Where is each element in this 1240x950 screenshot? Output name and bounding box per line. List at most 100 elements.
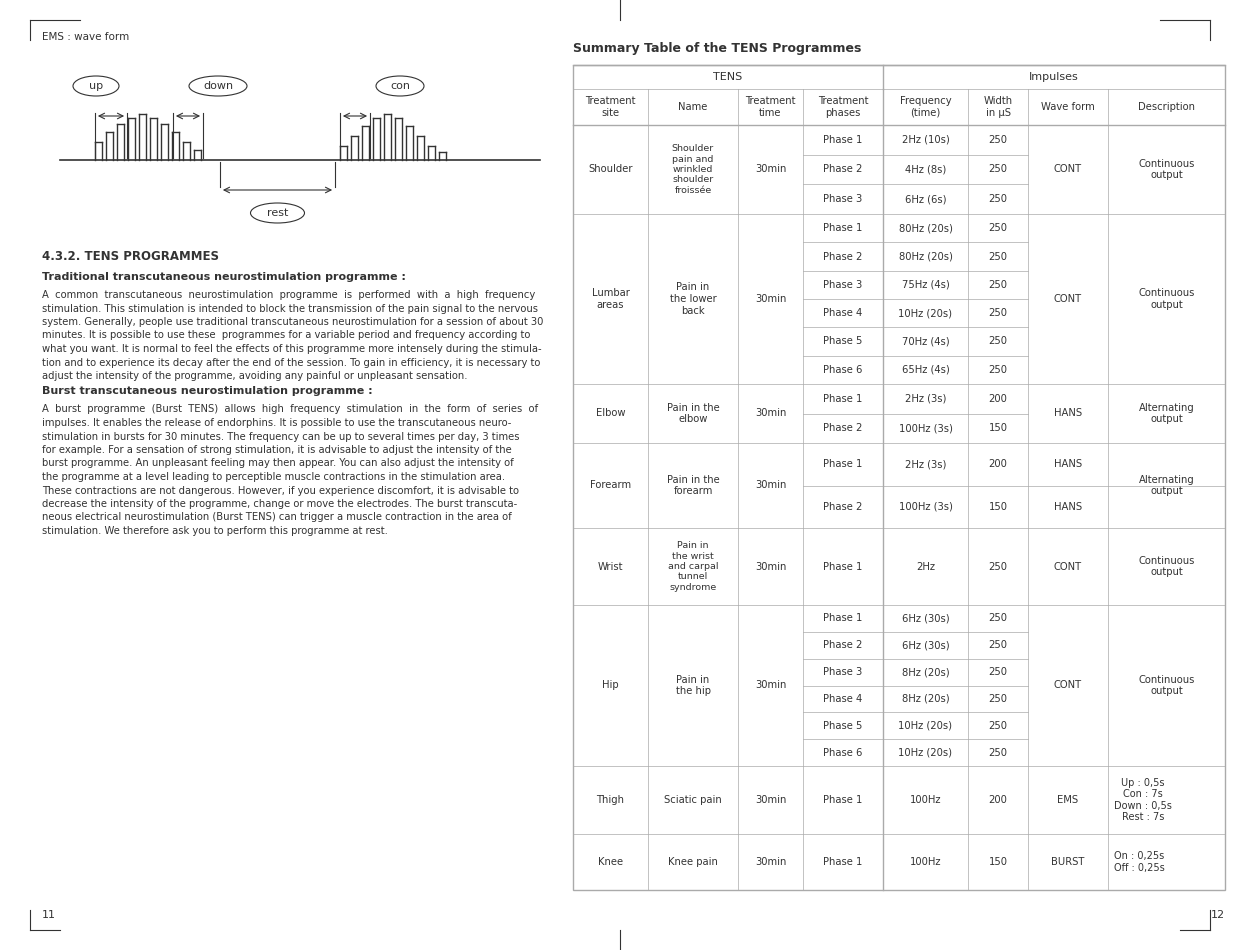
Text: adjust the intensity of the programme, avoiding any painful or unpleasant sensat: adjust the intensity of the programme, a… [42,371,467,381]
Text: 10Hz (20s): 10Hz (20s) [899,721,952,731]
Text: HANS: HANS [1054,502,1083,512]
Text: Phase 1: Phase 1 [823,393,863,404]
Text: 30min: 30min [755,680,786,691]
Text: 30min: 30min [755,481,786,490]
Text: Shoulder
pain and
wrinkled
shoulder
froissée: Shoulder pain and wrinkled shoulder froi… [672,144,714,195]
Text: 100Hz (3s): 100Hz (3s) [899,502,952,512]
Text: Treatment
time: Treatment time [745,96,796,118]
Text: Phase 3: Phase 3 [823,194,863,204]
Text: 8Hz (20s): 8Hz (20s) [901,667,950,677]
Text: 10Hz (20s): 10Hz (20s) [899,748,952,757]
Text: 150: 150 [988,502,1007,512]
Text: Pain in the
elbow: Pain in the elbow [667,403,719,425]
Text: CONT: CONT [1054,680,1083,691]
Bar [573,65,1225,890]
Text: stimulation in bursts for 30 minutes. The frequency can be up to several times p: stimulation in bursts for 30 minutes. Th… [42,431,520,442]
Text: HANS: HANS [1054,408,1083,419]
Text: up: up [89,81,103,91]
Text: 250: 250 [988,308,1007,318]
Text: 250: 250 [988,694,1007,704]
Text: Phase 1: Phase 1 [823,135,863,144]
Text: 150: 150 [988,857,1007,867]
Text: 6Hz (30s): 6Hz (30s) [901,640,950,650]
Text: 250: 250 [988,135,1007,144]
Text: 10Hz (20s): 10Hz (20s) [899,308,952,318]
Text: Phase 6: Phase 6 [823,365,863,375]
Text: 200: 200 [988,795,1007,805]
Text: Phase 1: Phase 1 [823,795,863,805]
Text: Lumbar
areas: Lumbar areas [591,288,630,310]
Text: Phase 1: Phase 1 [823,857,863,867]
Text: what you want. It is normal to feel the effects of this programme more intensely: what you want. It is normal to feel the … [42,344,542,354]
Text: Continuous
output: Continuous output [1138,288,1194,310]
Text: burst programme. An unpleasant feeling may then appear. You can also adjust the : burst programme. An unpleasant feeling m… [42,459,513,468]
Text: 250: 250 [988,280,1007,290]
Text: Phase 1: Phase 1 [823,223,863,233]
Text: Phase 3: Phase 3 [823,280,863,290]
Text: 250: 250 [988,336,1007,347]
Text: Wrist: Wrist [598,561,624,572]
Text: Phase 2: Phase 2 [823,640,863,650]
Text: 70Hz (4s): 70Hz (4s) [901,336,950,347]
Text: BURST: BURST [1052,857,1085,867]
Text: Name: Name [678,102,708,112]
Text: impulses. It enables the release of endorphins. It is possible to use the transc: impulses. It enables the release of endo… [42,418,511,428]
Text: for example. For a sensation of strong stimulation, it is advisable to adjust th: for example. For a sensation of strong s… [42,445,512,455]
Text: 250: 250 [988,164,1007,175]
Text: CONT: CONT [1054,164,1083,175]
Text: Thigh: Thigh [596,795,625,805]
Text: Phase 4: Phase 4 [823,694,863,704]
Text: 200: 200 [988,459,1007,469]
Text: Phase 2: Phase 2 [823,502,863,512]
Text: Elbow: Elbow [595,408,625,419]
Text: system. Generally, people use traditional transcutaneous neurostimulation for a : system. Generally, people use traditiona… [42,317,543,327]
Text: Pain in
the hip: Pain in the hip [676,674,711,696]
Text: 250: 250 [988,365,1007,375]
Text: Shoulder: Shoulder [588,164,632,175]
Text: Summary Table of the TENS Programmes: Summary Table of the TENS Programmes [573,42,862,55]
Text: Continuous
output: Continuous output [1138,159,1194,180]
Text: Wave form: Wave form [1042,102,1095,112]
Text: 30min: 30min [755,795,786,805]
Text: Phase 5: Phase 5 [823,336,863,347]
Text: 8Hz (20s): 8Hz (20s) [901,694,950,704]
Text: Up : 0,5s
Con : 7s
Down : 0,5s
Rest : 7s: Up : 0,5s Con : 7s Down : 0,5s Rest : 7s [1114,778,1172,823]
Text: 6Hz (6s): 6Hz (6s) [905,194,946,204]
Text: Frequency
(time): Frequency (time) [900,96,951,118]
Text: 4.3.2. TENS PROGRAMMES: 4.3.2. TENS PROGRAMMES [42,250,219,263]
Text: 150: 150 [988,424,1007,433]
Text: These contractions are not dangerous. However, if you experience discomfort, it : These contractions are not dangerous. Ho… [42,485,520,496]
Text: the programme at a level leading to perceptible muscle contractions in the stimu: the programme at a level leading to perc… [42,472,505,482]
Text: Knee: Knee [598,857,622,867]
Text: Pain in the
forearm: Pain in the forearm [667,475,719,496]
Text: Phase 2: Phase 2 [823,252,863,261]
Text: Phase 3: Phase 3 [823,667,863,677]
Text: Hip: Hip [603,680,619,691]
Text: 2Hz (3s): 2Hz (3s) [905,393,946,404]
Text: 100Hz: 100Hz [910,795,941,805]
Text: 75Hz (4s): 75Hz (4s) [901,280,950,290]
Text: CONT: CONT [1054,561,1083,572]
Text: Knee pain: Knee pain [668,857,718,867]
Text: Width
in μS: Width in μS [983,96,1013,118]
Text: On : 0,25s
Off : 0,25s: On : 0,25s Off : 0,25s [1114,851,1164,873]
Text: 65Hz (4s): 65Hz (4s) [901,365,950,375]
Text: 250: 250 [988,252,1007,261]
Text: Traditional transcutaneous neurostimulation programme :: Traditional transcutaneous neurostimulat… [42,272,405,282]
Text: 80Hz (20s): 80Hz (20s) [899,252,952,261]
Text: 30min: 30min [755,561,786,572]
Text: Continuous
output: Continuous output [1138,556,1194,578]
Text: Alternating
output: Alternating output [1138,475,1194,496]
Text: 2Hz (10s): 2Hz (10s) [901,135,950,144]
Text: Description: Description [1138,102,1195,112]
Text: Phase 4: Phase 4 [823,308,863,318]
Text: A  common  transcutaneous  neurostimulation  programme  is  performed  with  a  : A common transcutaneous neurostimulation… [42,290,536,300]
Text: 2Hz (3s): 2Hz (3s) [905,459,946,469]
Text: Burst transcutaneous neurostimulation programme :: Burst transcutaneous neurostimulation pr… [42,387,373,396]
Text: A  burst  programme  (Burst  TENS)  allows  high  frequency  stimulation  in  th: A burst programme (Burst TENS) allows hi… [42,405,538,414]
Text: 100Hz: 100Hz [910,857,941,867]
Text: tion and to experience its decay after the end of the session. To gain in effici: tion and to experience its decay after t… [42,357,541,368]
Text: rest: rest [267,208,288,218]
Text: minutes. It is possible to use these  programmes for a variable period and frequ: minutes. It is possible to use these pro… [42,331,531,340]
Text: 2Hz: 2Hz [916,561,935,572]
